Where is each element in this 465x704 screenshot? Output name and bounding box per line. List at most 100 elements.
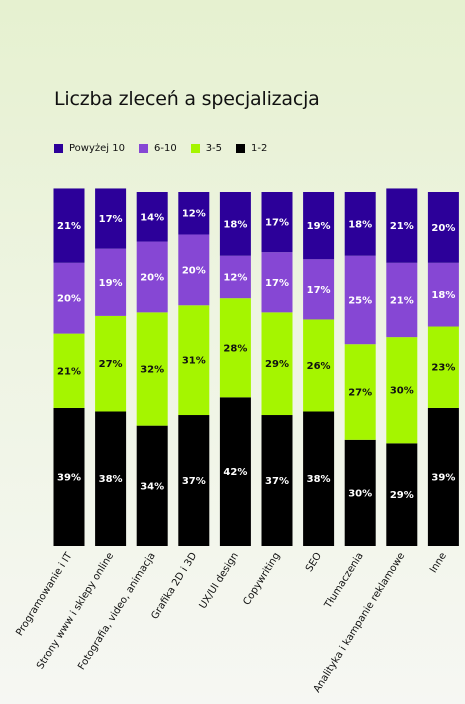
bar-segment-3-5: [95, 315, 127, 412]
bar-segment-6-10: [261, 252, 293, 313]
bar-fotografia-video-animacja: 34% 32% 20% 14%: [136, 192, 168, 546]
category-label-analityka-i-kampanie-reklamowe: Analityka i kampanie reklamowe: [312, 551, 408, 695]
data-label: 20%: [140, 272, 164, 283]
legend-label-1-2: 1-2: [251, 142, 268, 154]
bar-segment-powyzej-10: [95, 188, 127, 249]
legend-item-6-10: 6-10: [138, 142, 177, 154]
bar-segment-3-5: [427, 326, 459, 408]
bar-segment-1-2: [344, 439, 376, 546]
bar-segment-1-2: [219, 397, 251, 546]
bar-segment-powyzej-10: [303, 192, 335, 260]
bar-segment-1-2: [261, 415, 293, 546]
data-label: 17%: [307, 285, 331, 296]
legend-label-3-5: 3-5: [205, 142, 223, 154]
data-label: 14%: [140, 212, 164, 223]
bar-segment-powyzej-10: [386, 188, 418, 263]
data-label: 20%: [182, 265, 206, 276]
bar-strony-www-i-sklepy-online: 38% 27% 19% 17%: [95, 188, 127, 546]
legend-label-powyzej-10: Powyżej 10: [69, 142, 125, 154]
chart-legend: Powyżej 10 6-10 3-5 1-2: [54, 141, 281, 155]
bar-segment-1-2: [386, 443, 418, 546]
bar-segment-6-10: [219, 255, 251, 299]
bar-copywriting: 37% 29% 17% 17%: [261, 192, 293, 546]
data-label: 21%: [57, 366, 81, 377]
data-label: 25%: [348, 295, 372, 306]
data-label: 18%: [348, 219, 372, 230]
bar-segment-6-10: [386, 262, 418, 338]
data-label: 17%: [99, 214, 123, 225]
data-label: 18%: [223, 219, 247, 230]
category-label-fotografia-video-animacja: Fotografia, video, animacja: [76, 551, 157, 672]
data-label: 19%: [99, 278, 123, 289]
data-label: 12%: [223, 272, 247, 283]
data-label: 27%: [348, 388, 372, 399]
data-label: 29%: [265, 359, 289, 370]
data-label: 21%: [390, 221, 414, 232]
legend-swatch-6-10: [138, 143, 148, 153]
bar-segment-3-5: [136, 312, 168, 426]
legend-label-6-10: 6-10: [153, 142, 177, 154]
legend-swatch-1-2: [236, 143, 246, 153]
data-label: 38%: [99, 474, 123, 485]
bar-seo: 38% 26% 17% 19%: [303, 192, 335, 546]
category-label-strony-www-i-sklepy-online: Strony www i sklepy online: [35, 551, 116, 672]
bar-segment-6-10: [178, 234, 210, 306]
data-label: 17%: [265, 218, 289, 229]
bar-segment-1-2: [178, 415, 210, 546]
bar-ux-ui-design: 42% 28% 12% 18%: [219, 192, 251, 546]
data-label: 37%: [265, 476, 289, 487]
bar-segment-1-2: [303, 411, 335, 546]
bar-segment-3-5: [386, 337, 418, 444]
data-label: 17%: [265, 278, 289, 289]
data-label: 27%: [99, 359, 123, 370]
bar-segment-1-2: [53, 407, 85, 546]
data-label: 12%: [182, 209, 206, 220]
bar-segment-powyzej-10: [261, 192, 293, 253]
bar-segment-6-10: [95, 248, 127, 316]
bar-segment-6-10: [53, 262, 85, 334]
legend-item-powyzej-10: Powyżej 10: [54, 143, 125, 154]
data-label: 38%: [307, 474, 331, 485]
bar-inne: 39% 23% 18% 20%: [427, 192, 459, 546]
data-label: 30%: [348, 488, 372, 499]
bar-tlumaczenia: 30% 27% 25% 18%: [344, 192, 376, 546]
data-label: 39%: [57, 472, 81, 483]
bar-segment-powyzej-10: [427, 192, 459, 263]
bar-segment-3-5: [303, 319, 335, 412]
bar-segment-powyzej-10: [53, 188, 85, 263]
bar-segment-6-10: [136, 241, 168, 313]
bar-segment-powyzej-10: [219, 192, 251, 256]
legend-item-1-2: 1-2: [236, 143, 267, 154]
bar-segment-3-5: [178, 305, 210, 416]
data-label: 34%: [140, 481, 164, 492]
bar-segment-1-2: [95, 411, 127, 546]
bar-segment-6-10: [303, 259, 335, 320]
bar-segment-powyzej-10: [344, 192, 376, 256]
category-label-tlumaczenia: Tłumaczenia: [322, 551, 365, 611]
data-label: 32%: [140, 365, 164, 376]
category-label-copywriting: Copywriting: [242, 551, 283, 608]
chart-title: Liczba zleceń a specjalizacja: [54, 88, 320, 110]
data-label: 28%: [223, 343, 247, 354]
category-label-inne: Inne: [428, 551, 449, 575]
data-label: 19%: [307, 221, 331, 232]
bar-segment-6-10: [427, 262, 459, 327]
data-label: 18%: [431, 290, 455, 301]
data-label: 31%: [182, 356, 206, 367]
data-label: 21%: [57, 221, 81, 232]
bar-grafika-2d-i-3d: 37% 31% 20% 12%: [178, 192, 210, 546]
category-label-seo: SEO: [304, 551, 324, 574]
data-label: 26%: [307, 361, 331, 372]
data-label: 20%: [431, 223, 455, 234]
data-label: 20%: [57, 294, 81, 305]
data-label: 39%: [431, 472, 455, 483]
bar-segment-3-5: [53, 333, 85, 408]
legend-item-3-5: 3-5: [190, 142, 223, 154]
legend-swatch-3-5: [190, 143, 200, 153]
legend-swatch-powyzej-10: [54, 143, 63, 153]
bar-segment-1-2: [427, 407, 459, 546]
bar-segment-3-5: [344, 344, 376, 440]
bar-segment-6-10: [344, 255, 376, 345]
bar-segment-powyzej-10: [136, 192, 168, 242]
